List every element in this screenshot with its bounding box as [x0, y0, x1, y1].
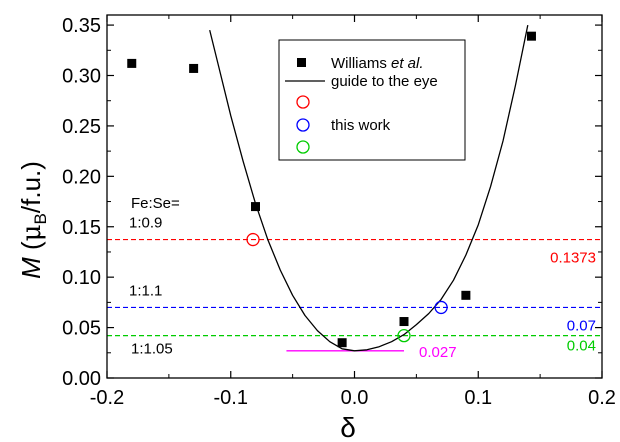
x-tick-label-3: 0.1	[464, 387, 492, 409]
y-axis-title-symbol: M	[16, 257, 46, 279]
y-tick-label-4: 0.20	[62, 166, 101, 188]
legend-label-guide: guide to the eye	[331, 73, 438, 90]
y-axis-title-sub: B	[31, 213, 50, 224]
x-axis-title: δ	[340, 412, 356, 442]
y-tick-label-5: 0.25	[62, 116, 101, 138]
legend-label-williams-name: Williams	[331, 55, 387, 72]
legend: Williams et al. guide to the eye this wo…	[278, 39, 466, 161]
this-work-point-0	[246, 232, 260, 247]
x-tick-label-2: 0.0	[341, 387, 369, 409]
y-tick-label-0: 0.00	[62, 368, 101, 390]
value-label-0: 0.1373	[550, 250, 596, 267]
ratio-label-0: 1:0.9	[129, 215, 162, 232]
williams-point-5	[461, 290, 471, 300]
legend-marker-red-circle	[296, 95, 310, 109]
legend-box	[278, 39, 466, 161]
y-axis-title: M (μB/f.u.)	[16, 161, 50, 279]
reference-lines	[107, 238, 602, 337]
y-tick-label-6: 0.30	[62, 66, 101, 88]
minimum-line-group: 0.027	[286, 344, 457, 361]
legend-label-williams-etal: et al.	[391, 55, 424, 72]
legend-marker-blue-circle	[296, 118, 310, 132]
williams-point-0	[127, 58, 137, 68]
y-axis-title-mu: μ	[17, 224, 47, 241]
value-label-2: 0.04	[567, 338, 596, 355]
axes	[106, 14, 603, 379]
y-tick-label-7: 0.35	[62, 15, 101, 37]
this-work-point-2	[397, 328, 411, 343]
y-tick-label-1: 0.05	[62, 318, 101, 340]
fe-se-title: Fe:Se=	[131, 195, 180, 212]
x-tick-label-0: -0.2	[90, 387, 124, 409]
tick-labels: -0.2 -0.1 0.0 0.1 0.2 0.00 0.05 0.10 0.15 0.20 0.2…	[62, 15, 616, 409]
y-tick-label-2: 0.10	[62, 267, 101, 289]
value-label-1: 0.07	[567, 317, 596, 334]
guide-curve	[209, 24, 529, 352]
williams-point-4	[399, 317, 409, 327]
guide-curve-group	[209, 24, 529, 352]
ratio-label-2: 1:1.05	[131, 341, 173, 358]
legend-marker-green-circle	[296, 140, 310, 154]
y-tick-label-3: 0.15	[62, 217, 101, 239]
y-axis-title-space	[16, 250, 46, 257]
data-markers	[127, 31, 536, 348]
x-tick-label-4: 0.2	[588, 387, 616, 409]
this-work-point-1	[434, 300, 448, 315]
ratio-label-1: 1:1.1	[129, 282, 162, 299]
legend-label-williams: Williams et al.	[331, 55, 424, 72]
williams-point-2	[251, 202, 260, 212]
legend-label-this-work: this work	[331, 117, 391, 134]
x-tick-label-1: -0.1	[214, 387, 248, 409]
y-axis-title-paren: (	[16, 241, 46, 250]
williams-point-3	[337, 338, 347, 348]
williams-point-1	[189, 63, 199, 73]
minimum-value-label: 0.027	[419, 344, 457, 361]
legend-marker-williams	[297, 58, 306, 67]
y-axis-title-rest: /f.u.)	[16, 161, 46, 213]
williams-point-6	[526, 31, 536, 41]
annotations: Fe:Se= 1:0.9 0.1373 1:1.1 0.07 1:1.05 0.04	[129, 195, 596, 358]
